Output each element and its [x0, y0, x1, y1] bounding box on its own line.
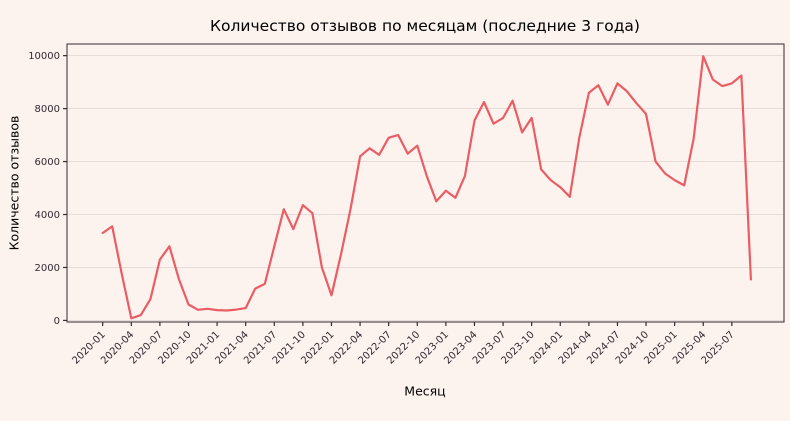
x-axis-label: Месяц — [404, 383, 446, 399]
y-axis-label: Количество отзывов — [6, 115, 22, 251]
series-line — [101, 55, 753, 320]
y-tick-label: 0 — [54, 316, 60, 327]
y-tick-label: 10000 — [28, 51, 60, 62]
chart-title: Количество отзывов по месяцам (последние… — [210, 17, 640, 35]
y-tick-label: 4000 — [35, 210, 60, 221]
plot-border — [66, 43, 785, 323]
y-tick-label: 2000 — [35, 263, 60, 274]
y-tick-label: 6000 — [35, 157, 60, 168]
y-tick-label: 8000 — [35, 104, 60, 115]
